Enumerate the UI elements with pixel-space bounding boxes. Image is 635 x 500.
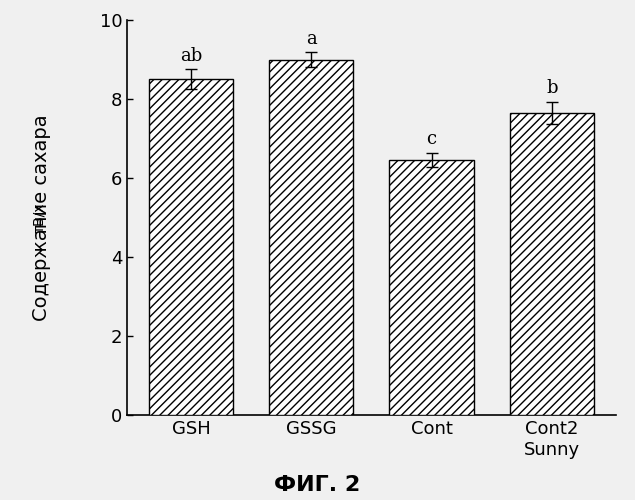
- Bar: [389, 160, 474, 415]
- Y-axis label: Содержание сахара: Содержание сахара: [32, 114, 51, 321]
- Bar: [510, 113, 594, 415]
- Bar: [269, 60, 354, 415]
- Text: b: b: [546, 79, 558, 97]
- Text: a: a: [306, 30, 317, 48]
- Text: тВ/х: тВ/х: [32, 202, 46, 233]
- Text: c: c: [427, 130, 437, 148]
- Text: ФИГ. 2: ФИГ. 2: [274, 475, 361, 495]
- Text: ab: ab: [180, 46, 203, 64]
- Bar: [149, 79, 233, 415]
